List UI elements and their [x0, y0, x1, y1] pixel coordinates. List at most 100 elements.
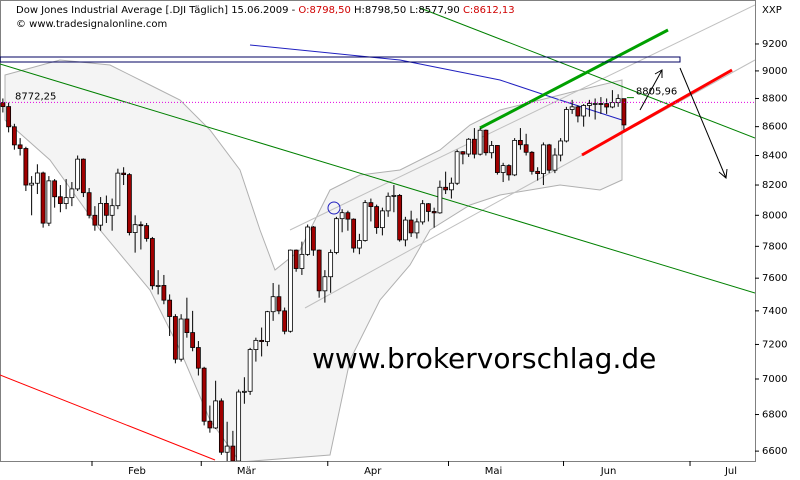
candle-body — [6, 106, 12, 128]
candles — [0, 90, 627, 461]
trend-line — [581, 68, 733, 157]
y-tick-label: 7200 — [762, 339, 787, 350]
drawings — [0, 4, 755, 461]
trend-line — [0, 374, 216, 461]
candle-body — [569, 106, 575, 110]
candle-body — [310, 226, 316, 251]
candle-body — [460, 151, 466, 155]
candle-body — [109, 205, 115, 216]
y-tick-label: 7800 — [762, 241, 787, 252]
subtitle: © www.tradesignalonline.com — [16, 19, 167, 30]
candle-body — [454, 151, 460, 184]
arrow — [639, 67, 728, 179]
candle-body — [506, 165, 512, 176]
candle-body — [546, 144, 552, 171]
x-tick-label: Jun — [600, 466, 617, 477]
level-label: 8805,96 — [636, 87, 677, 98]
candle-body — [40, 172, 46, 224]
candle-body — [86, 192, 92, 216]
candle-body — [155, 285, 161, 287]
candle-body — [322, 276, 328, 292]
y-tick-label: 7600 — [762, 273, 787, 284]
candle-body — [477, 129, 483, 155]
candle-body — [253, 339, 259, 350]
candle-body — [535, 170, 541, 174]
candle-body — [195, 347, 201, 369]
candle-body — [259, 339, 265, 342]
candle-body — [75, 158, 81, 190]
candle-body — [414, 221, 420, 234]
y-tick-label: 8800 — [762, 93, 787, 104]
candle-body — [443, 186, 449, 191]
x-tick-label: Apr — [364, 466, 382, 477]
candle-body — [230, 445, 236, 461]
candle-body — [184, 318, 190, 333]
candle-body — [0, 102, 6, 107]
candle-body — [80, 158, 86, 194]
candle-body — [489, 145, 495, 154]
candle-body — [385, 195, 391, 212]
candle-body — [29, 182, 35, 186]
x-tick-label: Mär — [237, 466, 257, 477]
candle-body — [402, 219, 408, 241]
candle-body — [241, 390, 247, 393]
candle-body — [23, 148, 29, 186]
close-label: C:8612,13 — [463, 5, 515, 16]
open-label: O:8798,50 — [298, 5, 350, 16]
x-tick-label: Mai — [485, 466, 503, 477]
candle-body — [592, 103, 598, 105]
y-tick-label: 8400 — [762, 150, 787, 161]
candle-body — [224, 445, 230, 453]
trend-line — [0, 63, 755, 294]
header: Dow Jones Industrial Average [.DJI Tägli… — [16, 5, 515, 16]
candle-body — [316, 249, 322, 292]
y-tick-label: 9200 — [762, 39, 787, 50]
candle-body — [529, 151, 535, 172]
candle-body — [276, 296, 282, 312]
candle-body — [351, 218, 357, 249]
candle-body — [483, 129, 489, 154]
x-tick-label: Feb — [128, 466, 146, 477]
candle-body — [500, 165, 506, 173]
candle-body — [512, 140, 518, 176]
candle-body — [218, 400, 224, 453]
candle-body — [437, 186, 443, 214]
axis-label: XXP — [762, 5, 782, 16]
candle-body — [270, 296, 276, 313]
candle-body — [345, 212, 351, 220]
candle-body — [356, 240, 362, 249]
level-label: 8772,25 — [15, 91, 56, 102]
candle-body — [207, 420, 213, 429]
candle-body — [11, 126, 17, 146]
candle-body — [333, 218, 339, 253]
y-tick-label: 6800 — [762, 410, 787, 421]
candle-body — [397, 194, 403, 241]
candle-body — [132, 224, 138, 233]
candle-body — [57, 196, 63, 204]
candle-body — [558, 140, 564, 156]
candle-body — [172, 316, 178, 360]
candle-body — [264, 311, 270, 342]
candle-body — [425, 203, 431, 212]
candle-body — [621, 98, 627, 126]
candle-body — [586, 103, 592, 106]
candle-body — [328, 252, 334, 278]
x-tick-label: Jul — [724, 466, 737, 477]
trend-line — [479, 28, 669, 130]
candle-body — [466, 138, 472, 155]
candle-body — [563, 109, 569, 142]
candle-body — [46, 180, 52, 224]
candle-body — [494, 145, 500, 173]
candle-body — [379, 210, 385, 229]
moving-average — [249, 44, 623, 121]
channel-line — [304, 59, 755, 309]
candle-body — [604, 103, 610, 108]
candle-body — [368, 202, 374, 207]
candle-body — [167, 299, 173, 317]
watermark: www.brokervorschlag.de — [312, 342, 656, 375]
candle-body — [448, 182, 454, 191]
y-tick-label: 8000 — [762, 210, 787, 221]
y-tick-label: 9000 — [762, 66, 787, 77]
candle-body — [282, 310, 288, 332]
